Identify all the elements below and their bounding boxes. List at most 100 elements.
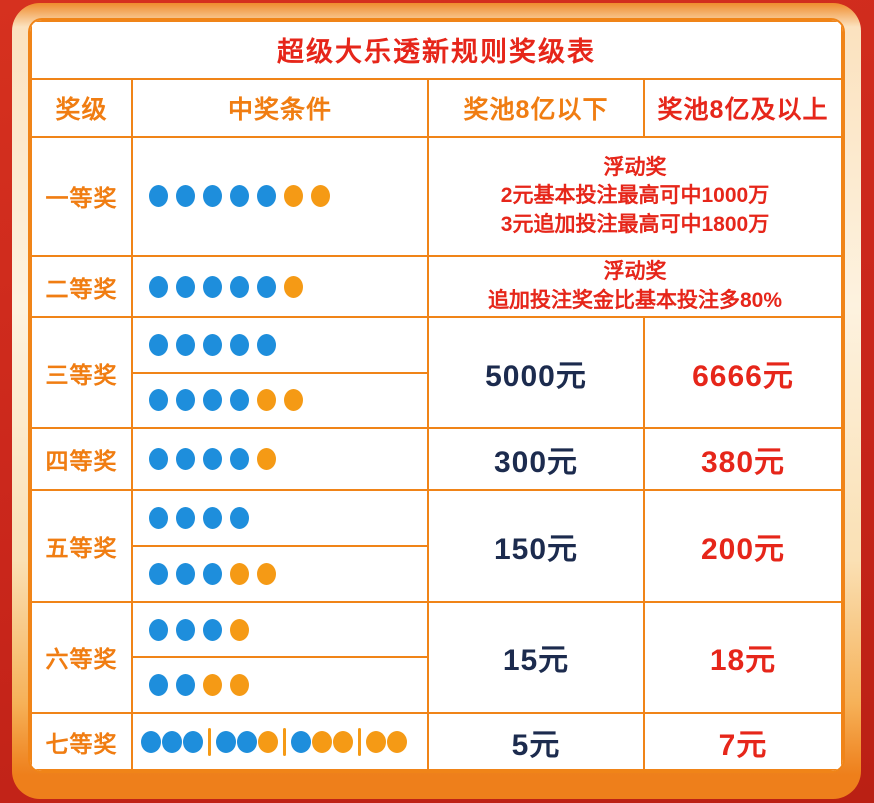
prize-above-7: 7元 [643, 712, 843, 771]
orange-ball-icon [257, 562, 276, 585]
header-level: 奖级 [30, 77, 133, 138]
orange-ball-icon [230, 618, 249, 641]
blue-ball-icon [162, 730, 182, 753]
table-panel: 超级大乐透新规则奖级表 奖级 中奖条件 奖池8亿以下 奖池8亿及以上 一等奖 浮… [28, 18, 845, 773]
blue-ball-icon [203, 185, 222, 208]
blue-ball-icon [176, 618, 195, 641]
blue-ball-icon [176, 562, 195, 585]
blue-ball-icon [203, 618, 222, 641]
floating-prize-line: 浮动奖 [603, 155, 667, 179]
blue-ball-icon [257, 275, 276, 298]
condition-balls-3b [131, 371, 429, 430]
blue-ball-icon [230, 507, 249, 530]
condition-balls-4 [131, 427, 429, 492]
level-label-2: 二等奖 [30, 255, 133, 318]
prize-below-3: 5000元 [427, 315, 645, 430]
page-title: 超级大乐透新规则奖级表 [30, 20, 843, 80]
prize-below-6: 15元 [427, 600, 645, 715]
blue-ball-icon [230, 185, 249, 208]
orange-ball-icon [257, 389, 276, 412]
orange-ball-icon [387, 730, 407, 753]
condition-balls-6b [131, 656, 429, 715]
condition-balls-6a [131, 600, 429, 659]
prize-above-4: 380元 [643, 427, 843, 492]
group-divider [208, 727, 211, 756]
prize-above-6: 18元 [643, 600, 843, 715]
blue-ball-icon [149, 275, 168, 298]
blue-ball-icon [230, 448, 249, 471]
group-divider [358, 727, 361, 756]
blue-ball-icon [176, 674, 195, 697]
blue-ball-icon [149, 389, 168, 412]
floating-prize-line: 浮动奖 [603, 260, 667, 284]
blue-ball-icon [230, 389, 249, 412]
orange-ball-icon [366, 730, 386, 753]
blue-ball-icon [203, 448, 222, 471]
orange-ball-icon [284, 185, 303, 208]
blue-ball-icon [203, 275, 222, 298]
blue-ball-icon [183, 730, 203, 753]
orange-ball-icon [311, 185, 330, 208]
orange-ball-icon [333, 730, 353, 753]
blue-ball-icon [203, 562, 222, 585]
blue-ball-icon [257, 333, 276, 356]
condition-balls-5a [131, 489, 429, 547]
orange-ball-icon [203, 674, 222, 697]
blue-ball-icon [149, 185, 168, 208]
prize-above-5: 200元 [643, 489, 843, 603]
blue-ball-icon [149, 562, 168, 585]
blue-ball-icon [203, 389, 222, 412]
floating-prize-line: 2元基本投注最高可中1000万 [500, 184, 770, 208]
condition-balls-2 [131, 255, 429, 318]
blue-ball-icon [176, 389, 195, 412]
blue-ball-icon [230, 275, 249, 298]
floating-prize-line: 追加投注奖金比基本投注多80% [487, 288, 783, 312]
orange-ball-icon [257, 448, 276, 471]
condition-balls-7 [131, 712, 429, 771]
prize-above-3: 6666元 [643, 315, 843, 430]
blue-ball-icon [216, 730, 236, 753]
level-label-4: 四等奖 [30, 427, 133, 492]
level-label-3: 三等奖 [30, 315, 133, 430]
prize-below-7: 5元 [427, 712, 645, 771]
blue-ball-icon [257, 185, 276, 208]
condition-balls-1 [131, 135, 429, 258]
condition-balls-3a [131, 315, 429, 374]
blue-ball-icon [237, 730, 257, 753]
blue-ball-icon [230, 333, 249, 356]
floating-prize-line: 3元追加投注最高可中1800万 [500, 212, 770, 236]
header-condition: 中奖条件 [131, 77, 429, 138]
blue-ball-icon [176, 185, 195, 208]
header-pool-below: 奖池8亿以下 [427, 77, 645, 138]
level-label-7: 七等奖 [30, 712, 133, 771]
floating-prize-2: 浮动奖 追加投注奖金比基本投注多80% [427, 255, 843, 318]
decor-frame: 超级大乐透新规则奖级表 奖级 中奖条件 奖池8亿以下 奖池8亿及以上 一等奖 浮… [12, 3, 861, 799]
blue-ball-icon [176, 448, 195, 471]
blue-ball-icon [176, 275, 195, 298]
blue-ball-icon [203, 333, 222, 356]
orange-ball-icon [284, 275, 303, 298]
floating-prize-1: 浮动奖 2元基本投注最高可中1000万 3元追加投注最高可中1800万 [427, 135, 843, 258]
blue-ball-icon [203, 507, 222, 530]
blue-ball-icon [149, 333, 168, 356]
header-pool-above: 奖池8亿及以上 [643, 77, 843, 138]
blue-ball-icon [149, 448, 168, 471]
level-label-6: 六等奖 [30, 600, 133, 715]
orange-ball-icon [258, 730, 278, 753]
orange-ball-icon [312, 730, 332, 753]
blue-ball-icon [176, 333, 195, 356]
blue-ball-icon [149, 507, 168, 530]
prize-below-4: 300元 [427, 427, 645, 492]
prize-table: 超级大乐透新规则奖级表 奖级 中奖条件 奖池8亿以下 奖池8亿及以上 一等奖 浮… [30, 20, 843, 771]
blue-ball-icon [291, 730, 311, 753]
condition-balls-5b [131, 545, 429, 603]
blue-ball-icon [149, 674, 168, 697]
level-label-5: 五等奖 [30, 489, 133, 603]
blue-ball-icon [149, 618, 168, 641]
prize-below-5: 150元 [427, 489, 645, 603]
blue-ball-icon [176, 507, 195, 530]
orange-ball-icon [230, 674, 249, 697]
blue-ball-icon [141, 730, 161, 753]
orange-ball-icon [284, 389, 303, 412]
